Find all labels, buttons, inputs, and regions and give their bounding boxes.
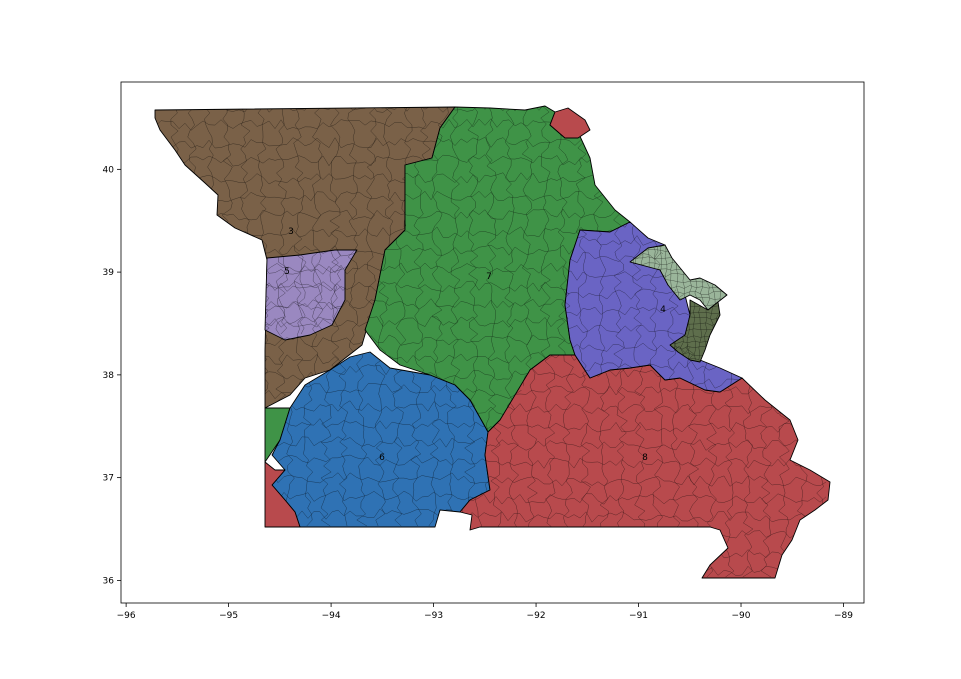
x-tick-label: −90 [732, 611, 751, 621]
district-5-label: 5 [284, 267, 290, 277]
district-8-region-ne [549, 107, 591, 139]
district-1-region [669, 299, 721, 363]
district-3-label: 3 [288, 227, 294, 237]
district-labels: 3 5 7 4 6 8 [284, 227, 666, 463]
x-tick-label: −94 [322, 611, 341, 621]
precinct-mesh [265, 250, 357, 335]
y-tick-label: 36 [103, 576, 115, 586]
x-tick-label: −93 [424, 611, 443, 621]
district-6-label: 6 [379, 453, 385, 463]
x-tick-label: −89 [834, 611, 853, 621]
x-tick-label: −91 [629, 611, 648, 621]
y-tick-label: 37 [103, 474, 114, 484]
district-layer [154, 105, 831, 579]
x-axis: −96 −95 −94 −93 −92 −91 −90 −89 [117, 603, 853, 621]
y-axis: 36 37 38 39 40 [103, 165, 121, 586]
district-8-region-sw [264, 461, 301, 528]
district-4-label: 4 [660, 305, 666, 315]
y-tick-label: 40 [103, 165, 115, 175]
district-7-label: 7 [486, 272, 492, 282]
district-8-label: 8 [642, 453, 648, 463]
precinct-lines [265, 250, 357, 335]
x-tick-label: −96 [117, 611, 136, 621]
y-tick-label: 39 [103, 268, 115, 278]
x-tick-label: −92 [527, 611, 546, 621]
x-tick-label: −95 [219, 611, 238, 621]
y-tick-label: 38 [103, 371, 115, 381]
